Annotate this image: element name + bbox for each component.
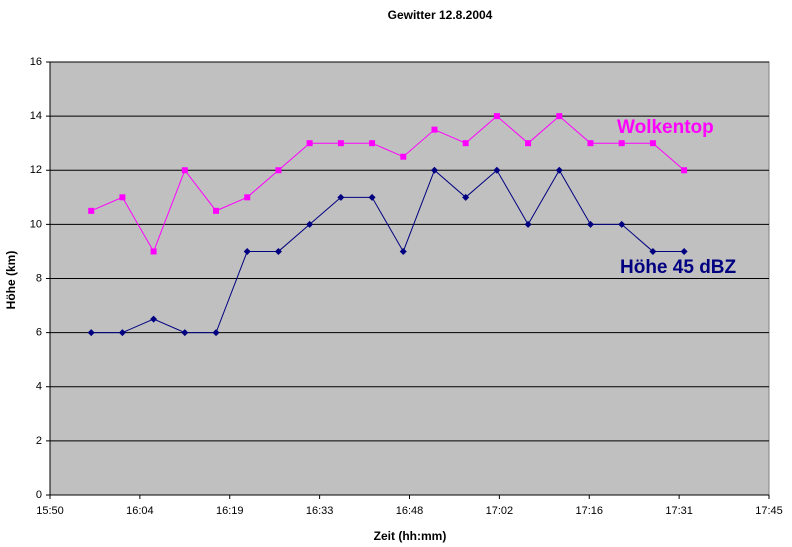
y-tick-label: 12 — [30, 164, 42, 176]
marker — [649, 140, 656, 147]
x-axis-title: Zeit (hh:mm) — [374, 529, 447, 543]
y-tick-label: 4 — [36, 381, 42, 393]
marker — [274, 247, 282, 255]
marker — [368, 193, 376, 201]
marker — [369, 140, 376, 147]
series-line — [91, 169, 685, 334]
marker — [493, 166, 501, 174]
marker — [493, 113, 500, 120]
marker — [87, 329, 95, 337]
y-tick-label: 2 — [36, 435, 42, 447]
marker — [306, 220, 314, 228]
marker — [244, 194, 251, 201]
marker — [181, 167, 188, 174]
marker — [306, 140, 313, 147]
marker — [524, 220, 532, 228]
y-axis-title: Höhe (km) — [4, 251, 18, 310]
x-tick-label: 16:19 — [216, 505, 244, 517]
marker — [400, 153, 407, 160]
marker — [213, 207, 220, 214]
marker — [399, 247, 407, 255]
marker — [118, 329, 126, 337]
marker — [586, 220, 594, 228]
marker — [430, 166, 438, 174]
y-tick-label: 14 — [30, 110, 42, 122]
marker — [181, 329, 189, 337]
chart-title: Gewitter 12.8.2004 — [388, 8, 493, 22]
marker — [618, 140, 625, 147]
marker — [337, 193, 345, 201]
marker — [587, 140, 594, 147]
marker — [88, 207, 95, 214]
x-tick-label: 15:50 — [36, 505, 64, 517]
y-tick-label: 0 — [36, 489, 42, 501]
marker — [555, 166, 563, 174]
marker — [680, 247, 688, 255]
y-tick-label: 16 — [30, 56, 42, 68]
y-tick-label: 6 — [36, 327, 42, 339]
marker — [150, 315, 158, 323]
x-tick-label: 17:02 — [486, 505, 514, 517]
marker — [119, 194, 126, 201]
marker — [150, 248, 157, 255]
series-line — [90, 115, 685, 253]
marker — [243, 247, 251, 255]
x-tick-label: 16:48 — [396, 505, 424, 517]
marker — [618, 220, 626, 228]
marker — [681, 167, 688, 174]
marker — [525, 140, 532, 147]
x-tick-label: 17:16 — [575, 505, 603, 517]
marker — [212, 329, 220, 337]
y-tick-label: 8 — [36, 272, 42, 284]
marker — [337, 140, 344, 147]
marker — [556, 113, 563, 120]
series-label: Wolkentop — [617, 117, 714, 138]
x-tick-label: 16:04 — [126, 505, 154, 517]
x-tick-label: 16:33 — [306, 505, 334, 517]
marker — [275, 167, 282, 174]
x-tick-label: 17:31 — [665, 505, 693, 517]
marker — [462, 193, 470, 201]
series-label: Höhe 45 dBZ — [620, 257, 737, 278]
marker — [431, 126, 438, 133]
marker — [462, 140, 469, 147]
y-tick-label: 10 — [30, 218, 42, 230]
x-tick-label: 17:45 — [755, 505, 783, 517]
marker — [649, 247, 657, 255]
